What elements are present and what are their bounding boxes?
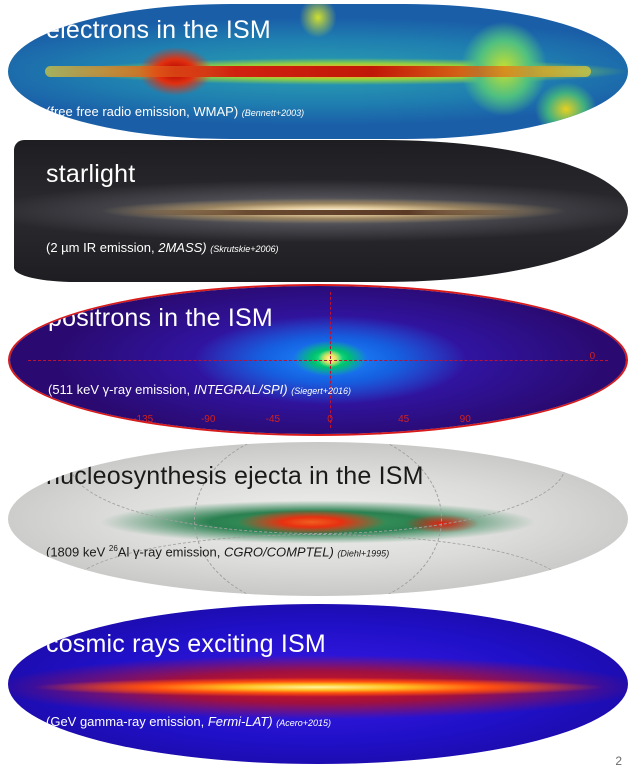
citation: (Bennett+2003): [241, 108, 305, 118]
panel-caption: (GeV gamma-ray emission, Fermi-LAT) (Ace…: [46, 714, 332, 729]
panel-caption: (511 keV γ-ray emission, INTEGRAL/SPI) (…: [48, 382, 352, 397]
nucleosynthesis-sky-map: nucleosynthesis ejecta in the ISM (1809 …: [8, 442, 628, 596]
latitude-label: 0: [589, 351, 596, 363]
panel-caption: (free free radio emission, WMAP) (Bennet…: [46, 104, 305, 119]
panel-caption: (2 µm IR emission, 2MASS) (Skrutskie+200…: [46, 240, 279, 255]
electrons-sky-map: electrons in the ISM (free free radio em…: [8, 4, 628, 139]
panel-title: nucleosynthesis ejecta in the ISM: [46, 462, 424, 490]
tick-label: 0: [327, 414, 333, 425]
fermi-lat-image: [8, 604, 628, 764]
panel-title: starlight: [46, 160, 136, 188]
grid-line-vertical: [330, 291, 332, 429]
grid-line-horizontal: [28, 360, 608, 361]
citation: (Skrutskie+2006): [210, 244, 279, 254]
cosmic-rays-sky-map: cosmic rays exciting ISM (GeV gamma-ray …: [8, 604, 628, 764]
citation: (Acero+2015): [276, 718, 332, 728]
galactic-plane-band: [45, 66, 591, 77]
tick-label: -135: [133, 414, 154, 425]
comptel-al26-image: [8, 442, 628, 596]
citation: (Siegert+2016): [291, 386, 352, 396]
tick-label: 90: [459, 414, 471, 425]
starlight-sky-map: starlight (2 µm IR emission, 2MASS) (Skr…: [8, 140, 628, 282]
integral-spi-image: -135 -90 -45 0 45 90 135 0: [10, 286, 626, 434]
tick-label: -45: [265, 414, 281, 425]
tick-label: -90: [200, 414, 216, 425]
panel-title: positrons in the ISM: [48, 304, 273, 332]
longitude-ticks: -135 -90 -45 0 45 90 135: [10, 414, 626, 426]
citation: (Diehl+1995): [337, 548, 390, 559]
panel-title: electrons in the ISM: [46, 16, 271, 44]
grid-arc: [194, 442, 442, 596]
positrons-sky-map: -135 -90 -45 0 45 90 135 0 positrons in …: [8, 284, 628, 436]
page-number: 2: [615, 754, 622, 768]
dust-lane: [124, 209, 530, 216]
panel-caption: (1809 keV 26Al γ-ray emission, CGRO/COMP…: [46, 544, 390, 560]
panel-title: cosmic rays exciting ISM: [46, 630, 326, 658]
2mass-ir-image: [14, 140, 628, 282]
tick-label: 135: [527, 414, 545, 425]
tick-label: 45: [398, 414, 410, 425]
